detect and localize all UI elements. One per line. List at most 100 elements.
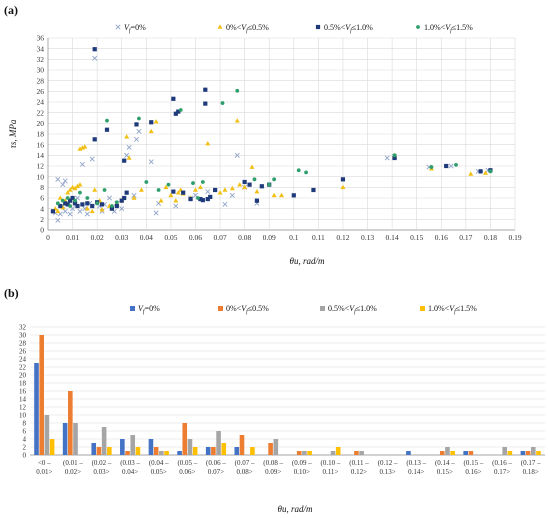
data-point: [196, 196, 200, 200]
legend-label: 0.5%<Vf≤1.0%: [324, 23, 373, 34]
bar: [130, 435, 136, 455]
x-tick-label: 0.13: [361, 233, 374, 242]
data-point: [176, 109, 181, 114]
data-point: [235, 88, 240, 93]
y-tick-label: 12: [19, 404, 27, 412]
data-point: [65, 196, 70, 200]
x-tick-label: (0.14 –: [435, 459, 455, 467]
x-tick-label: 0.15: [410, 233, 423, 242]
data-point: [217, 190, 223, 195]
legend-marker: [217, 24, 223, 29]
data-point: [429, 165, 434, 169]
data-point: [229, 185, 235, 191]
data-point: [156, 188, 161, 192]
x-tick-label: (0.08 –: [263, 459, 283, 467]
x-tick-label: (0.04 –: [149, 459, 169, 467]
data-point: [153, 210, 159, 216]
data-point: [55, 201, 60, 206]
data-point: [60, 198, 65, 203]
data-point: [392, 155, 397, 161]
data-point: [109, 206, 115, 211]
y-tick-label: 4: [23, 436, 27, 444]
data-point: [119, 206, 125, 212]
y-tick-label: 20: [37, 119, 45, 128]
legend-marker: [315, 24, 321, 30]
bar: [101, 427, 107, 455]
y-tick-label: 26: [37, 87, 45, 96]
x-tick-label: (0.05 –: [177, 459, 197, 467]
data-point: [208, 194, 213, 200]
y-tick-label: 16: [19, 388, 27, 396]
y-tick-label: 26: [19, 348, 27, 356]
x-tick-label: 0.09>: [265, 468, 281, 476]
y-tick-label: 18: [19, 380, 27, 388]
x-tick-label: 0.15>: [437, 468, 453, 476]
data-point: [79, 161, 85, 167]
x-tick-label: 0.17: [459, 233, 472, 242]
bar: [307, 451, 312, 455]
data-point: [168, 192, 174, 198]
data-point: [55, 176, 61, 182]
scatter-y-axis-label: τs, MPa: [8, 119, 18, 148]
data-point: [192, 187, 198, 192]
bar-gridlines: [30, 326, 545, 456]
data-point: [84, 211, 90, 217]
bar: [268, 443, 273, 455]
y-tick-label: 34: [37, 44, 45, 53]
bar: [205, 447, 211, 455]
legend-label: 0%<Vf≤0.5%: [226, 23, 269, 34]
data-point: [229, 192, 235, 198]
y-tick-label: 16: [37, 140, 45, 149]
x-tick-label: 0.06>: [179, 468, 195, 476]
y-tick-label: 32: [37, 55, 45, 64]
data-point: [148, 159, 154, 165]
y-tick-label: 14: [19, 396, 27, 404]
data-point: [392, 153, 397, 158]
data-point: [448, 163, 454, 169]
x-tick-label: 0.04: [140, 233, 153, 242]
bar: [330, 451, 336, 455]
x-tick-label: 0.18: [484, 233, 497, 242]
bar: [463, 451, 468, 455]
legend-label: Vf=0%: [138, 304, 160, 315]
x-tick-label: (0.09 –: [292, 459, 312, 467]
x-tick-label: 0.11: [312, 233, 325, 242]
bar: [34, 363, 39, 455]
data-point: [149, 120, 154, 125]
bar: [250, 447, 255, 455]
scatter-panel: (a) Vf=0% 0%<Vf≤0.5% 0.5%<Vf≤1.0% 1.0%<Vf≤1…: [4, 3, 522, 266]
bar: [273, 439, 279, 455]
data-point: [80, 202, 85, 207]
x-tick-label: 0.14>: [408, 468, 424, 476]
x-tick-label: (0.06 –: [206, 459, 226, 467]
data-point: [99, 202, 105, 207]
legend-marker: [115, 24, 121, 30]
data-point: [92, 47, 97, 52]
bar: [107, 447, 112, 455]
data-point: [296, 168, 301, 173]
data-point: [205, 196, 210, 202]
data-point: [84, 206, 90, 211]
bar: [468, 451, 474, 455]
x-tick-label: 0.03: [115, 233, 128, 242]
bar: [234, 447, 240, 455]
x-tick-label: (0.01 –: [63, 459, 83, 467]
data-point: [99, 207, 105, 212]
data-point: [247, 182, 252, 187]
data-point: [220, 101, 225, 105]
y-tick-label: 32: [19, 324, 27, 332]
x-tick-label: 0.06: [189, 233, 202, 242]
bar: [125, 451, 130, 455]
x-tick-label: (0.02 –: [92, 459, 112, 467]
x-tick-label: 0.16>: [465, 468, 481, 476]
data-point: [114, 203, 119, 209]
y-tick-label: 10: [37, 172, 45, 181]
data-point: [178, 108, 183, 112]
x-tick-label: 0.19: [508, 233, 521, 242]
data-point: [62, 208, 68, 214]
data-point: [203, 87, 208, 92]
data-point: [114, 200, 119, 205]
x-tick-label: 0.13>: [380, 468, 396, 476]
